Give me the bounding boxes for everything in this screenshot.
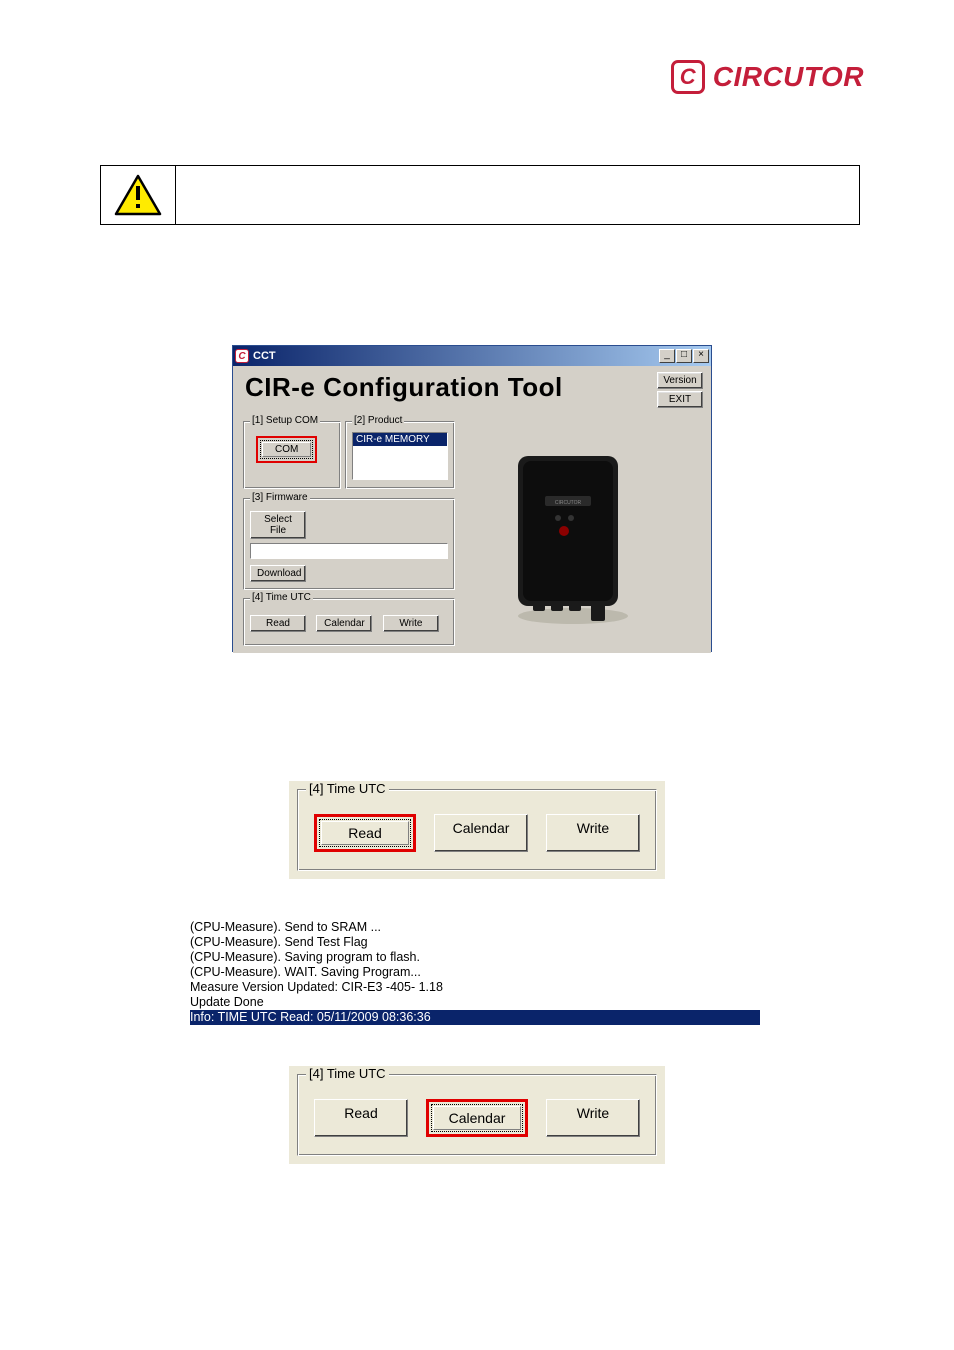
log-line: (CPU-Measure). Send Test Flag <box>190 935 760 950</box>
brand-icon: C <box>671 60 705 94</box>
read-button-highlight: Read <box>314 814 416 852</box>
firmware-group: [3] Firmware Select File Download <box>243 498 455 590</box>
time-legend-1: [4] Time UTC <box>306 781 389 796</box>
warning-triangle-icon <box>114 174 162 216</box>
maximize-button[interactable]: □ <box>676 349 692 363</box>
select-file-button[interactable]: Select File <box>250 511 306 539</box>
log-line: Measure Version Updated: CIR-E3 -405- 1.… <box>190 980 760 995</box>
setup-com-group: [1] Setup COM COM <box>243 421 341 489</box>
calendar-button-small[interactable]: Calendar <box>316 615 372 632</box>
product-group: [2] Product CIR-e MEMORY <box>345 421 455 489</box>
log-line: (CPU-Measure). Saving program to flash. <box>190 950 760 965</box>
brand-logo: C CIRCUTOR <box>671 60 864 94</box>
cct-heading: CIR-e Configuration Tool <box>245 372 705 403</box>
product-item[interactable]: CIR-e MEMORY <box>353 433 447 446</box>
titlebar-buttons: _ □ × <box>659 349 709 363</box>
brand-name: CIRCUTOR <box>713 61 864 93</box>
svg-text:CIRCUTOR: CIRCUTOR <box>555 500 582 506</box>
log-line: (CPU-Measure). WAIT. Saving Program... <box>190 965 760 980</box>
time-btn-row-1: Read Calendar Write <box>298 790 656 852</box>
time-utc-group-small: [4] Time UTC Read Calendar Write <box>243 598 455 646</box>
calendar-button-highlight: Calendar <box>426 1099 528 1137</box>
product-listbox[interactable]: CIR-e MEMORY <box>352 432 448 480</box>
com-button[interactable]: COM <box>262 442 311 457</box>
device-image: CIRCUTOR <box>503 446 633 626</box>
version-button[interactable]: Version <box>657 372 703 389</box>
exit-button[interactable]: EXIT <box>657 391 703 408</box>
read-button-large-2[interactable]: Read <box>314 1099 408 1137</box>
time-utc-panel-calendar: [4] Time UTC Read Calendar Write <box>288 1065 666 1165</box>
close-button[interactable]: × <box>693 349 709 363</box>
firmware-path-input[interactable] <box>250 543 448 559</box>
cct-titlebar: C CCT _ □ × <box>233 346 711 366</box>
setup-legend: [1] Setup COM <box>250 415 320 426</box>
log-output: (CPU-Measure). Send to SRAM ... (CPU-Mea… <box>190 920 760 1025</box>
warning-box <box>100 165 860 225</box>
com-button-highlight: COM <box>256 436 317 463</box>
product-legend: [2] Product <box>352 415 404 426</box>
cct-body: CIR-e Configuration Tool Version EXIT [1… <box>233 366 711 653</box>
time-utc-panel-read: [4] Time UTC Read Calendar Write <box>288 780 666 880</box>
download-button[interactable]: Download <box>250 565 306 582</box>
read-button-large[interactable]: Read <box>321 821 409 845</box>
cct-app-icon: C <box>235 349 249 363</box>
log-highlighted-line: Info: TIME UTC Read: 05/11/2009 08:36:36 <box>190 1010 760 1025</box>
write-button-large-1[interactable]: Write <box>546 814 640 852</box>
write-button-small[interactable]: Write <box>383 615 439 632</box>
log-line: Update Done <box>190 995 760 1010</box>
time-legend-small: [4] Time UTC <box>250 592 313 603</box>
cct-window: C CCT _ □ × CIR-e Configuration Tool Ver… <box>232 345 712 652</box>
time-fieldset-2: [4] Time UTC Read Calendar Write <box>297 1074 657 1156</box>
time-legend-2: [4] Time UTC <box>306 1066 389 1081</box>
cct-title: CCT <box>253 350 659 362</box>
time-btn-row-2: Read Calendar Write <box>298 1075 656 1137</box>
cct-right-buttons: Version EXIT <box>657 372 703 410</box>
firmware-legend: [3] Firmware <box>250 492 310 503</box>
warning-icon-cell <box>101 166 176 224</box>
write-button-large-2[interactable]: Write <box>546 1099 640 1137</box>
calendar-button-large-1[interactable]: Calendar <box>434 814 528 852</box>
log-line: (CPU-Measure). Send to SRAM ... <box>190 920 760 935</box>
calendar-button-large-2[interactable]: Calendar <box>433 1106 521 1130</box>
read-button-small[interactable]: Read <box>250 615 306 632</box>
time-fieldset-1: [4] Time UTC Read Calendar Write <box>297 789 657 871</box>
document-page: C CIRCUTOR C CCT _ □ × CIR-e Configurati… <box>0 0 954 80</box>
minimize-button[interactable]: _ <box>659 349 675 363</box>
